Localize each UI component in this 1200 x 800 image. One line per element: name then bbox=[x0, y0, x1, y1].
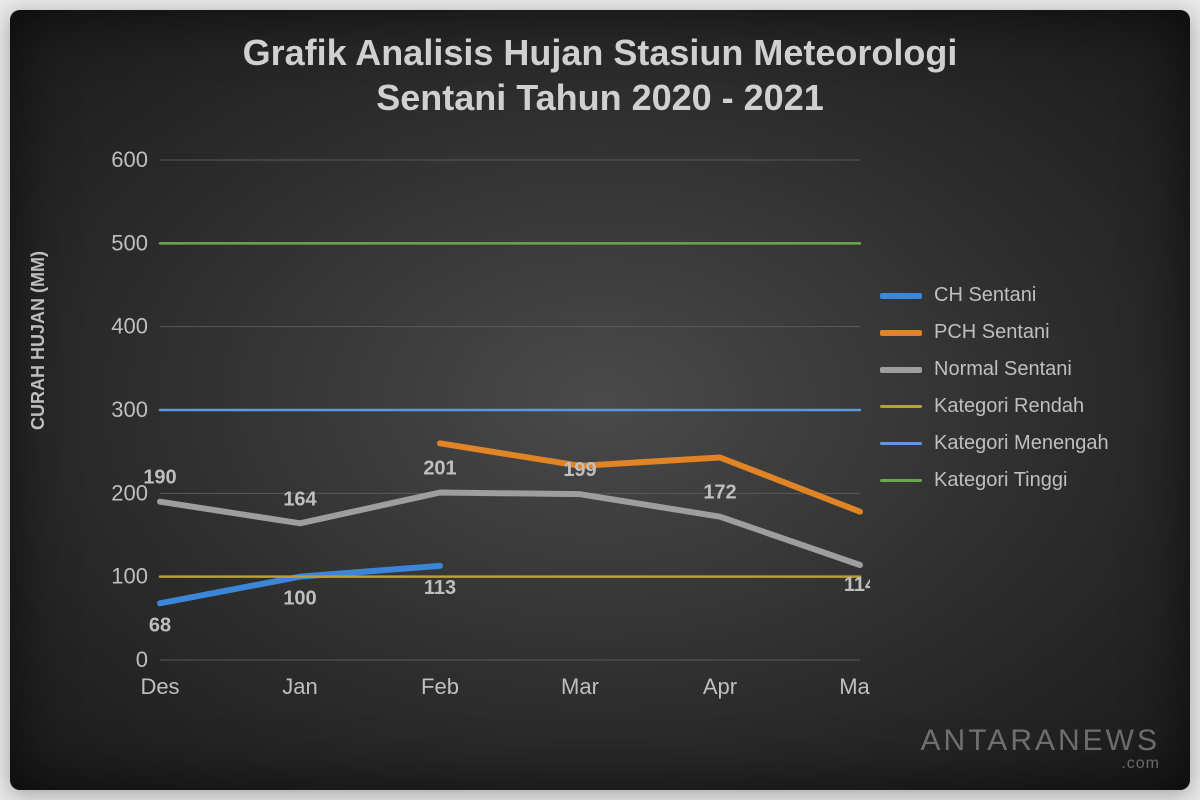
svg-text:0: 0 bbox=[136, 647, 148, 672]
legend-swatch bbox=[880, 479, 922, 482]
svg-text:300: 300 bbox=[111, 397, 148, 422]
svg-text:500: 500 bbox=[111, 230, 148, 255]
data-label: 114 bbox=[844, 574, 870, 596]
svg-text:Jan: Jan bbox=[282, 674, 317, 699]
legend-swatch bbox=[880, 367, 922, 373]
legend-item: CH Sentani bbox=[880, 284, 1170, 307]
data-label: 172 bbox=[703, 482, 736, 504]
legend-swatch bbox=[880, 442, 922, 445]
legend-item: Kategori Rendah bbox=[880, 395, 1170, 418]
svg-text:600: 600 bbox=[111, 150, 148, 172]
svg-text:Feb: Feb bbox=[421, 674, 459, 699]
svg-text:Des: Des bbox=[140, 674, 179, 699]
svg-text:400: 400 bbox=[111, 314, 148, 339]
data-label: 199 bbox=[563, 459, 596, 481]
svg-text:100: 100 bbox=[111, 564, 148, 589]
legend-label: Normal Sentani bbox=[934, 358, 1072, 381]
data-label: 68 bbox=[149, 614, 171, 636]
legend-swatch bbox=[880, 293, 922, 299]
legend-swatch bbox=[880, 330, 922, 336]
title-line-1: Grafik Analisis Hujan Stasiun Meteorolog… bbox=[10, 30, 1190, 75]
legend-label: CH Sentani bbox=[934, 284, 1036, 307]
data-label: 164 bbox=[283, 488, 317, 510]
svg-text:May: May bbox=[839, 674, 870, 699]
legend-item: PCH Sentani bbox=[880, 321, 1170, 344]
chart-title: Grafik Analisis Hujan Stasiun Meteorolog… bbox=[10, 10, 1190, 120]
series-line bbox=[160, 493, 860, 566]
svg-text:Apr: Apr bbox=[703, 674, 737, 699]
x-axis-labels: Des Jan Feb Mar Apr May bbox=[140, 674, 870, 699]
data-label: 190 bbox=[143, 467, 176, 489]
data-label: 100 bbox=[283, 588, 316, 610]
title-line-2: Sentani Tahun 2020 - 2021 bbox=[10, 75, 1190, 120]
watermark-sub: .com bbox=[921, 756, 1160, 772]
plot-area: 0100200300400500600DesJanFebMarAprMay681… bbox=[90, 150, 870, 710]
watermark: ANTARANEWS .com bbox=[921, 726, 1160, 772]
legend-label: PCH Sentani bbox=[934, 321, 1050, 344]
svg-text:Mar: Mar bbox=[561, 674, 599, 699]
legend-item: Normal Sentani bbox=[880, 358, 1170, 381]
legend-label: Kategori Menengah bbox=[934, 432, 1109, 455]
series-line bbox=[440, 443, 860, 511]
legend-item: Kategori Tinggi bbox=[880, 469, 1170, 492]
legend-label: Kategori Tinggi bbox=[934, 469, 1067, 492]
legend: CH Sentani PCH Sentani Normal Sentani Kateg… bbox=[880, 270, 1170, 506]
chart-svg: 0100200300400500600DesJanFebMarAprMay681… bbox=[90, 150, 870, 710]
y-axis-label: CURAH HUJAN (MM) bbox=[28, 251, 49, 430]
data-label: 113 bbox=[424, 577, 456, 599]
legend-item: Kategori Menengah bbox=[880, 432, 1170, 455]
legend-label: Kategori Rendah bbox=[934, 395, 1084, 418]
watermark-main: ANTARANEWS bbox=[921, 724, 1160, 757]
chart-card: Grafik Analisis Hujan Stasiun Meteorolog… bbox=[10, 10, 1190, 790]
data-label: 201 bbox=[423, 458, 456, 480]
legend-swatch bbox=[880, 405, 922, 408]
